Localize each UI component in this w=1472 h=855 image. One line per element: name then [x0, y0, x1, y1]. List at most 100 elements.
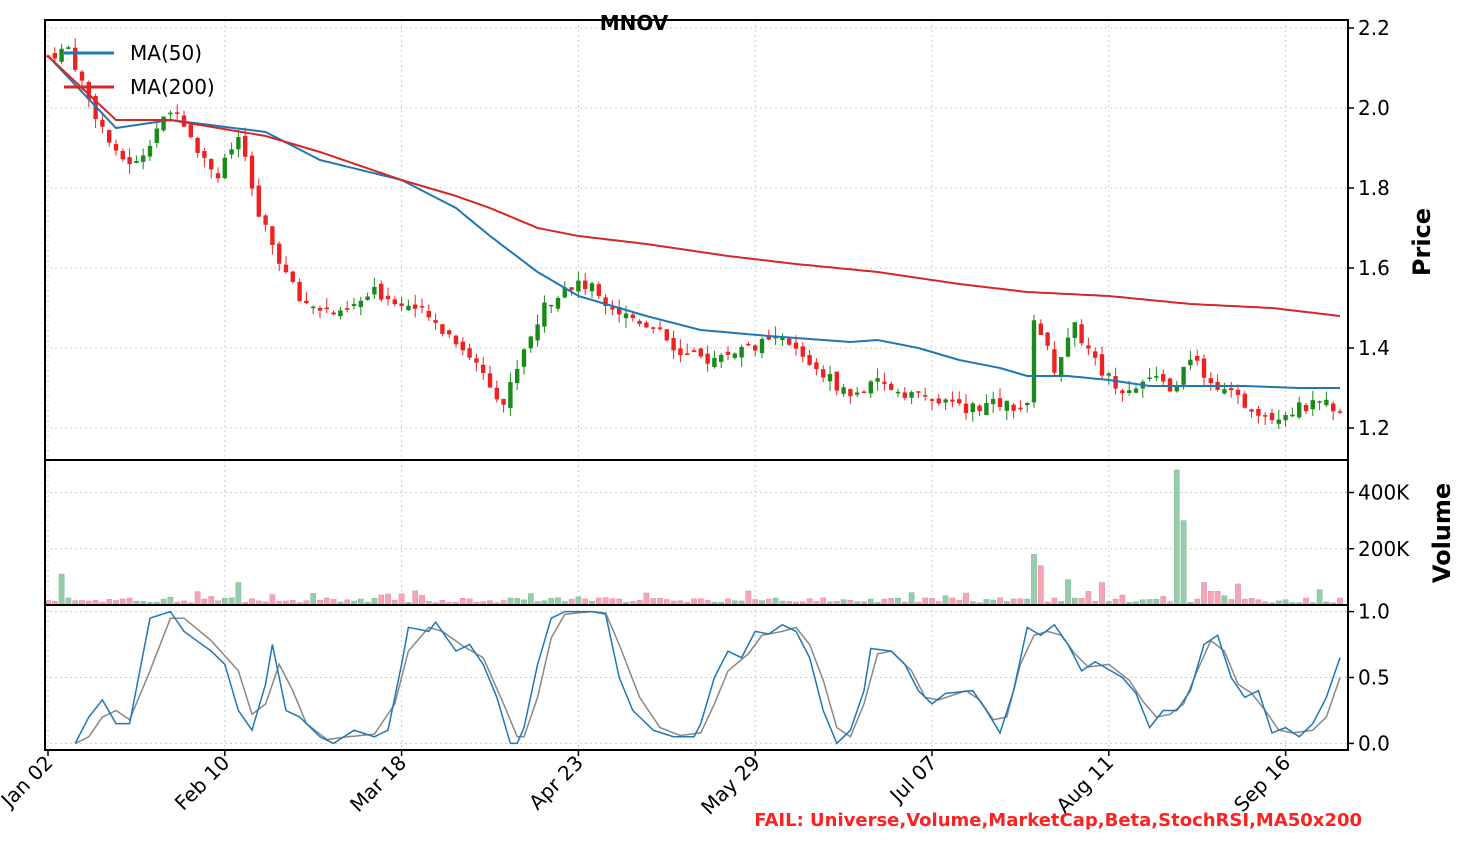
ma200-line [47, 55, 1341, 317]
candle-up [1222, 389, 1227, 394]
volume-bar [922, 597, 929, 606]
candle-down [345, 308, 350, 310]
price-tick-label: 1.6 [1358, 256, 1390, 280]
candle-down [977, 405, 982, 412]
volume-bar [1316, 589, 1323, 606]
volume-bar [1337, 597, 1343, 606]
volume-bar [1173, 469, 1180, 606]
stochastic-lines [74, 610, 1341, 745]
fail-criteria-note: FAIL: Universe,Volume,MarketCap,Beta,Sto… [754, 810, 1362, 831]
volume-bar [1303, 597, 1309, 606]
candle-up [147, 145, 153, 157]
candle-up [351, 303, 357, 307]
candle-up [1106, 373, 1111, 376]
stoch-tick-label: 0.5 [1358, 666, 1390, 690]
volume-bar [949, 597, 956, 606]
volume-bar [323, 597, 330, 606]
candle-up [1004, 400, 1009, 411]
volume-bar [1085, 591, 1092, 606]
candle-down [583, 280, 588, 290]
candle-up [589, 283, 595, 292]
candle-down [1337, 411, 1343, 413]
candle-down [1161, 374, 1166, 382]
candle-down [113, 143, 119, 151]
candle-up [991, 398, 996, 405]
candle-down [487, 373, 493, 388]
volume-bar [398, 593, 405, 606]
candle-up [827, 374, 833, 382]
candle-up [1181, 366, 1186, 385]
candle-down [617, 307, 622, 315]
volume-bar [385, 593, 391, 606]
volume-bar [235, 582, 242, 606]
candle-down [277, 243, 282, 264]
candle-down [1242, 393, 1247, 408]
candle-down [882, 381, 887, 384]
candle-down [1303, 404, 1309, 412]
candle-down [644, 322, 649, 328]
candle-down [1113, 376, 1118, 389]
candle-up [521, 349, 527, 367]
candle-down [787, 338, 792, 345]
volume-bar [1235, 583, 1241, 606]
volume-bar [888, 598, 895, 606]
volume-bars [45, 469, 1343, 606]
ma50-line [47, 55, 1340, 389]
candle-up [739, 346, 744, 358]
candle-down [664, 329, 669, 341]
volume-bar [459, 597, 466, 606]
moving-averages [47, 55, 1341, 389]
candle-down [1208, 378, 1213, 384]
candle-down [753, 345, 758, 351]
candle-up [576, 280, 581, 292]
candle-up [562, 287, 567, 298]
volume-bar [507, 597, 514, 606]
price-tick-label: 2.0 [1358, 96, 1390, 120]
candle-down [1045, 332, 1050, 346]
candle-up [855, 392, 860, 395]
price-axis-title: Price [1408, 208, 1436, 276]
candle-down [746, 343, 751, 346]
candle-up [732, 353, 737, 358]
candle-down [202, 151, 207, 158]
volume-bar [194, 591, 201, 606]
volume-bar [1160, 596, 1167, 606]
candle-down [467, 348, 472, 358]
candle-up [943, 399, 948, 403]
volume-tick-label: 400K [1358, 481, 1410, 505]
candle-up [1154, 376, 1159, 378]
candle-down [957, 399, 962, 404]
volume-bar [1119, 594, 1126, 606]
candle-down [120, 151, 125, 160]
candle-up [1174, 386, 1179, 392]
candle-up [154, 128, 159, 143]
volume-axis-title: Volume [1428, 483, 1456, 583]
candle-down [270, 226, 275, 246]
candle-up [1147, 377, 1152, 380]
candle-down [1269, 412, 1275, 421]
candle-down [297, 281, 302, 302]
grid-layer [45, 20, 1348, 750]
candle-up [358, 300, 363, 307]
candle-down [215, 173, 221, 179]
candle-down [1099, 354, 1105, 376]
candle-up [895, 391, 901, 394]
candle-down [861, 391, 867, 394]
volume-bar [895, 597, 901, 606]
candle-down [317, 307, 323, 311]
volume-bar [167, 597, 174, 606]
candle-up [168, 112, 173, 115]
volume-bar [310, 593, 317, 606]
candle-up [236, 137, 241, 150]
volume-bar [1099, 582, 1105, 606]
volume-bar [378, 594, 385, 606]
stoch-tick-label: 1.0 [1358, 600, 1390, 624]
candle-down [821, 369, 826, 378]
candle-up [66, 47, 71, 49]
candle-up [1310, 400, 1315, 410]
candle-up [1025, 402, 1030, 406]
candle-down [1256, 409, 1261, 416]
candle-up [372, 286, 377, 295]
candle-up [141, 155, 146, 162]
candle-up [1072, 322, 1077, 338]
